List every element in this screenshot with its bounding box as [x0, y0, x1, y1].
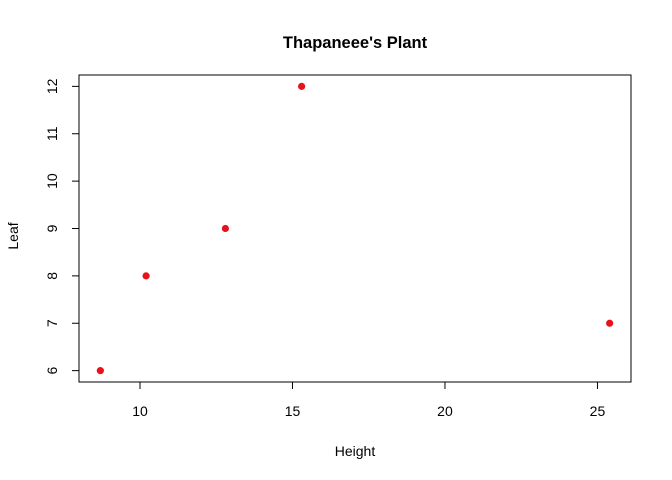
- data-point: [298, 82, 306, 90]
- y-tick-label: 10: [44, 173, 60, 189]
- x-tick-label: 15: [285, 403, 301, 419]
- y-tick-label: 6: [44, 367, 60, 375]
- y-tick-label: 12: [44, 78, 60, 94]
- y-axis-ticks: 6 7 8 9 10 11 12: [44, 78, 79, 375]
- x-tick-label: 25: [590, 403, 606, 419]
- y-tick-label: 7: [44, 319, 60, 327]
- data-point: [96, 367, 104, 375]
- y-tick-label: 8: [44, 272, 60, 280]
- x-tick-label: 20: [437, 403, 453, 419]
- data-point: [606, 319, 614, 327]
- y-axis-label: Leaf: [5, 222, 21, 249]
- data-point: [221, 224, 229, 233]
- data-points: [96, 82, 614, 375]
- plot-frame: [78, 74, 632, 383]
- y-tick-label: 9: [44, 224, 60, 232]
- data-point: [142, 272, 150, 280]
- chart-title: Thapaneee's Plant: [283, 34, 428, 52]
- x-axis-label: Height: [335, 443, 376, 459]
- y-tick-label: 11: [44, 126, 60, 141]
- x-tick-label: 10: [132, 403, 148, 419]
- x-axis-ticks: 10 15 20 25: [132, 382, 605, 419]
